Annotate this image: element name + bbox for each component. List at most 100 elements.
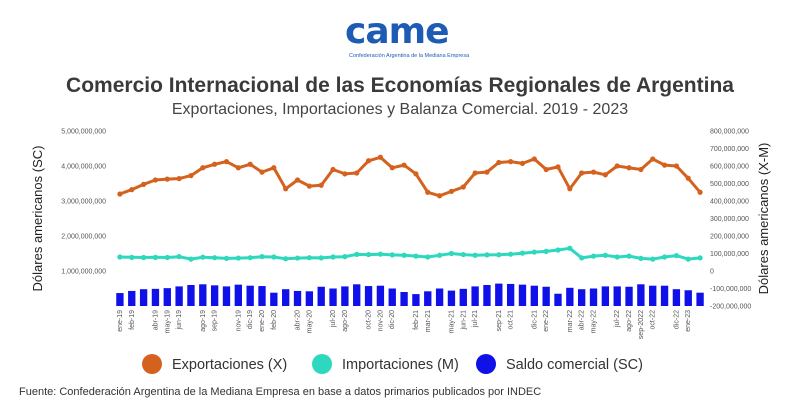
point-exportaciones (389, 165, 395, 171)
bar-saldo (566, 287, 574, 306)
point-exportaciones (638, 166, 644, 173)
point-importaciones (259, 254, 265, 260)
x-tick-label: abr-22 (579, 310, 586, 330)
chart-subtitle: Exportaciones, Importaciones y Balanza C… (171, 101, 629, 118)
x-tick-label: ene-22 (543, 310, 550, 332)
point-exportaciones (555, 164, 561, 170)
x-tick-label: ene-23 (685, 310, 692, 332)
x-tick-label: jun-21 (460, 310, 467, 331)
bar-saldo (412, 294, 420, 306)
bar-saldo (471, 286, 479, 306)
point-importaciones (579, 255, 585, 261)
bar-saldo (210, 285, 219, 306)
x-tick-label: nov-20 (377, 310, 384, 332)
y-right-tick-label: 400,000,000 (710, 199, 749, 206)
source-note: Fuente: Confederación Argentina de la Me… (19, 386, 542, 398)
x-tick-label: jun-19 (176, 310, 183, 331)
point-importaciones (661, 254, 668, 260)
point-importaciones (188, 256, 194, 262)
point-exportaciones (650, 156, 656, 162)
x-tick-label: ago-19 (200, 310, 207, 332)
point-exportaciones (141, 181, 147, 187)
bar-saldo (151, 288, 160, 306)
x-tick-label: sep-21 (496, 310, 503, 332)
x-tick-label: dic-19 (247, 310, 254, 329)
x-tick-label: feb-21 (413, 310, 420, 330)
point-exportaciones (188, 173, 194, 179)
bar-saldo (187, 285, 195, 306)
point-exportaciones (661, 162, 668, 168)
bar-saldo (649, 285, 657, 306)
x-tick-label: dic-22 (673, 310, 680, 329)
point-importaciones (117, 254, 123, 260)
logo-wordmark: came (345, 11, 450, 52)
point-importaciones (413, 253, 419, 259)
point-exportaciones (579, 170, 585, 176)
y-right-tick-label: 200,000,000 (710, 234, 749, 241)
y-right-tick-label: 700,000,000 (710, 146, 749, 153)
point-exportaciones (531, 156, 537, 162)
point-importaciones (271, 254, 277, 260)
y-right-tick-label: -100,000,000 (710, 286, 751, 293)
point-importaciones (472, 252, 478, 258)
point-exportaciones (259, 169, 265, 175)
x-tick-label: may-22 (591, 310, 598, 333)
point-exportaciones (117, 191, 123, 197)
point-importaciones (437, 252, 443, 258)
point-exportaciones (590, 169, 597, 175)
x-tick-label: may-20 (306, 310, 313, 333)
bar-saldo (199, 284, 207, 306)
point-importaciones (330, 254, 336, 260)
point-exportaciones (247, 161, 253, 167)
point-importaciones (294, 255, 301, 261)
y-right-tick-label: 500,000,000 (710, 181, 749, 188)
point-exportaciones (673, 163, 680, 169)
came-logo: came Confederación Argentina de la Media… (345, 11, 469, 62)
y-left-tick-label: 5,000,000,000 (61, 129, 106, 136)
point-exportaciones (602, 172, 608, 178)
legend-label-importaciones: Importaciones (M) (342, 357, 459, 373)
y-right-tick-label: 600,000,000 (710, 164, 749, 171)
bar-saldo (246, 285, 254, 306)
bar-saldo (637, 284, 645, 306)
y-left-tick-label: 3,000,000,000 (61, 199, 106, 206)
bar-saldo (258, 286, 266, 306)
point-exportaciones (697, 189, 703, 195)
x-tick-label: mar-22 (567, 310, 574, 332)
point-exportaciones (164, 176, 170, 182)
point-exportaciones (626, 165, 632, 171)
point-exportaciones (294, 177, 301, 183)
point-importaciones (484, 252, 490, 258)
point-exportaciones (330, 166, 336, 173)
x-tick-label: ene-19 (117, 310, 124, 332)
point-importaciones (567, 245, 573, 251)
line-importaciones (119, 246, 701, 261)
x-tick-label: oct-20 (366, 310, 373, 330)
bar-saldo (329, 288, 337, 306)
point-exportaciones (223, 159, 230, 165)
point-importaciones (614, 254, 620, 260)
y-left-axis-title: Dólares americanos (SC) (30, 146, 45, 292)
bar-saldo (542, 286, 550, 306)
point-exportaciones (567, 186, 573, 192)
bar-saldo (589, 288, 598, 306)
bar-saldo (400, 292, 408, 306)
point-exportaciones (685, 175, 691, 181)
x-tick-label: feb-19 (129, 310, 136, 330)
bar-saldo (353, 284, 361, 306)
point-importaciones (141, 254, 147, 261)
legend-label-exportaciones: Exportaciones (X) (172, 357, 287, 373)
point-importaciones (460, 251, 466, 258)
point-importaciones (342, 254, 348, 260)
bar-saldo (613, 286, 621, 306)
bar-saldo (554, 293, 562, 306)
point-importaciones (283, 256, 289, 262)
point-exportaciones (472, 170, 478, 176)
point-exportaciones (519, 160, 526, 166)
trade-chart: 1,000,000,000 2,000,000,000 3,000,000,000 4… (30, 129, 771, 374)
point-exportaciones (425, 189, 431, 195)
y-right-tick-label: 300,000,000 (710, 216, 749, 223)
y-left-tick-label: 4,000,000,000 (61, 164, 106, 171)
bar-saldo (128, 290, 136, 306)
x-tick-label: jul-20 (330, 310, 337, 328)
